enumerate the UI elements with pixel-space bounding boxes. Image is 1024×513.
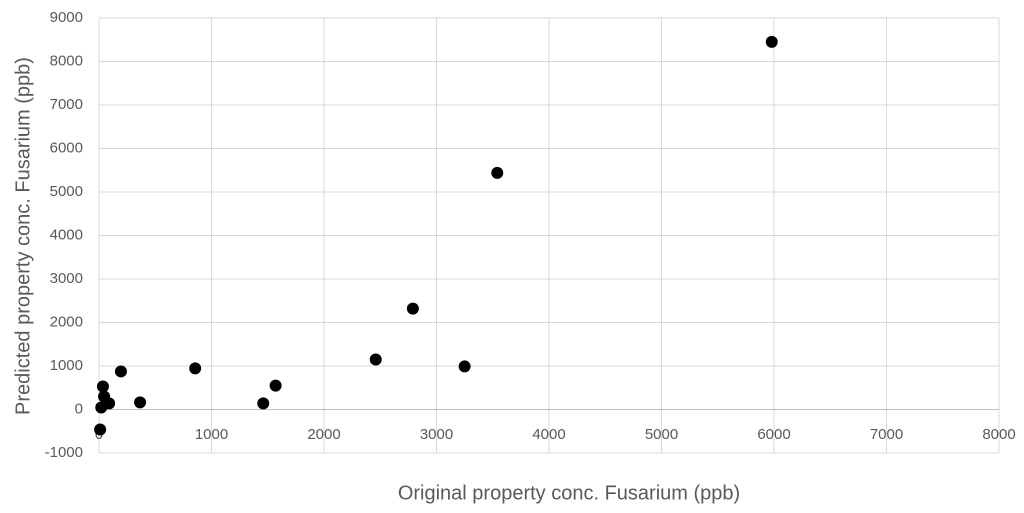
point [406,302,419,315]
point [369,353,382,366]
point [458,360,471,373]
y-tick-label: 0 [75,400,83,417]
point [95,401,108,414]
y-tick-label: 4000 [50,226,83,243]
y-tick-label: 7000 [50,96,83,113]
x-tick-label: 2000 [307,426,340,443]
y-tick-label: 3000 [50,270,83,287]
y-tick-label: 1000 [50,357,83,374]
point [98,390,111,403]
point [134,396,147,409]
y-tick-label: 9000 [50,9,83,26]
y-tick-label: 5000 [50,183,83,200]
y-tick-label: 6000 [50,139,83,156]
y-tick-label: 8000 [50,52,83,69]
point [114,365,127,378]
y-axis-title: Predicted property conc. Fusarium (ppb) [12,57,34,415]
x-tick-label: 6000 [757,426,790,443]
x-axis-title: Original property conc. Fusarium (ppb) [398,482,740,504]
x-tick-label: 4000 [532,426,565,443]
point [257,397,270,410]
x-tick-label: 7000 [870,426,903,443]
point [189,362,202,375]
point [765,35,778,48]
x-tick-label: 3000 [420,426,453,443]
x-tick-label: 5000 [645,426,678,443]
y-tick-label: -1000 [45,444,83,461]
x-tick-label: 1000 [195,426,228,443]
x-tick-label: 8000 [982,426,1015,443]
point [491,166,504,179]
point [96,380,109,393]
point [269,379,282,392]
point [94,423,107,436]
y-tick-label: 2000 [50,313,83,330]
